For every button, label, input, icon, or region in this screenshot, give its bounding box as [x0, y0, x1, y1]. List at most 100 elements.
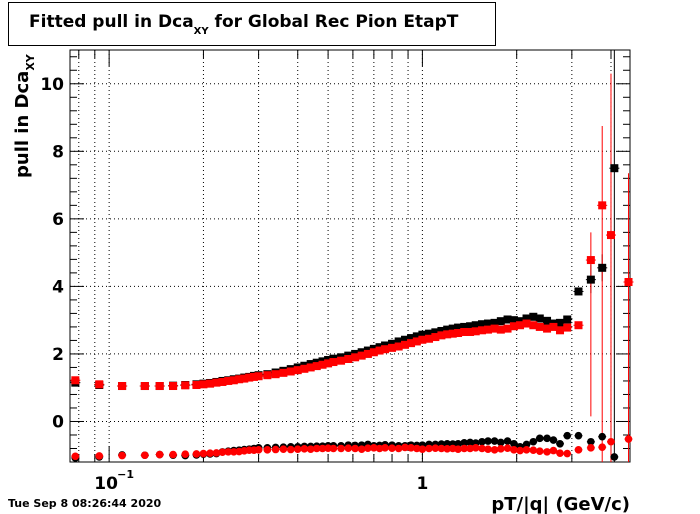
data-point-square — [418, 330, 427, 339]
chart-title: Fitted pull in DcaXY for Global Rec Pion… — [29, 12, 458, 37]
data-point-square — [235, 375, 244, 384]
data-point-circle — [454, 439, 462, 448]
data-point-circle — [394, 444, 403, 453]
data-point-square — [484, 325, 493, 334]
x-tick-label: 10 −1 — [94, 468, 134, 494]
data-point-square — [369, 348, 378, 357]
y-tick-label: 10 — [40, 75, 64, 95]
chart-title-suffix: for Global Rec Pion EtapT — [208, 12, 459, 32]
timestamp: Tue Sep 8 08:26:44 2020 — [8, 497, 162, 510]
data-point-circle — [478, 444, 486, 453]
data-point-square — [490, 318, 499, 327]
x-axis-label: pT/|q| (GeV/c) — [491, 494, 630, 514]
data-point-square — [400, 335, 409, 344]
data-point-square — [454, 328, 463, 337]
data-point-square — [503, 324, 512, 333]
data-point-circle — [490, 446, 499, 454]
data-point-circle — [535, 447, 544, 455]
data-point-square — [249, 372, 258, 381]
data-point-square — [586, 275, 595, 284]
data-point-circle — [306, 445, 315, 453]
data-point-square — [535, 322, 544, 331]
data-point-square — [466, 327, 475, 336]
data-point-circle — [556, 439, 564, 448]
data-point-square — [454, 323, 463, 332]
data-point-circle — [607, 437, 615, 446]
data-point-square — [199, 380, 208, 389]
data-point-circle — [300, 445, 309, 453]
data-point-circle — [181, 450, 190, 459]
data-point-circle — [364, 444, 372, 452]
data-point-square — [437, 326, 446, 335]
data-point-circle — [563, 449, 572, 458]
data-point-square — [324, 359, 333, 368]
data-point-circle — [413, 444, 421, 453]
data-point-square — [598, 201, 607, 210]
data-point-square — [169, 382, 178, 391]
data-point-circle — [443, 445, 451, 453]
data-point-square — [412, 337, 421, 346]
data-point-square — [535, 314, 544, 323]
data-point-square — [460, 322, 469, 331]
data-point-square — [478, 326, 487, 335]
data-point-square — [394, 337, 403, 346]
data-point-square — [240, 374, 249, 383]
data-point-square — [460, 327, 469, 336]
data-point-circle — [484, 437, 492, 445]
data-point-circle — [206, 449, 214, 458]
x-tick-label: 1 — [416, 474, 428, 494]
data-point-circle — [484, 445, 492, 453]
data-point-circle — [95, 452, 104, 460]
data-point-square — [300, 364, 309, 373]
data-point-square — [412, 332, 421, 341]
data-point-square — [503, 315, 512, 324]
data-point-circle — [286, 445, 295, 454]
data-point-square — [431, 328, 440, 337]
data-point-square — [206, 379, 215, 388]
data-point-square — [293, 366, 302, 375]
data-point-square — [212, 378, 221, 387]
data-point-square — [606, 231, 615, 240]
chart-title-subscript: XY — [193, 26, 209, 37]
data-point-square — [425, 334, 434, 343]
data-point-square — [306, 363, 315, 372]
data-point-circle — [199, 449, 208, 458]
data-point-circle — [224, 448, 233, 456]
data-point-square — [388, 343, 397, 352]
data-point-square — [344, 355, 353, 363]
data-point-square — [529, 312, 538, 321]
data-point-circle — [598, 432, 607, 441]
data-point-square — [388, 339, 397, 348]
data-point-circle — [460, 438, 469, 447]
data-point-circle — [503, 444, 512, 452]
data-point-circle — [437, 444, 446, 453]
data-point-circle — [497, 438, 505, 447]
data-point-square — [312, 362, 321, 371]
data-point-square — [218, 377, 227, 386]
data-point-circle — [574, 431, 583, 440]
data-point-circle — [425, 444, 433, 453]
data-point-circle — [293, 445, 302, 453]
data-point-circle — [212, 449, 221, 457]
data-point-circle — [454, 445, 462, 453]
data-point-square — [563, 315, 572, 324]
data-point-circle — [610, 453, 619, 461]
data-point-circle — [271, 445, 280, 454]
data-point-square — [471, 327, 480, 336]
series-black — [70, 164, 620, 462]
data-point-square — [509, 322, 518, 331]
data-point-square — [318, 360, 327, 369]
data-point-square — [381, 345, 390, 354]
data-point-circle — [401, 443, 409, 452]
data-point-circle — [543, 434, 551, 443]
data-point-circle — [381, 444, 389, 452]
data-point-square — [471, 321, 480, 330]
y-tick-label: 8 — [52, 142, 64, 162]
data-point-square — [466, 322, 475, 331]
data-point-square — [437, 331, 446, 340]
data-point-circle — [563, 431, 572, 440]
data-point-circle — [155, 450, 164, 459]
data-point-square — [522, 319, 531, 328]
data-point-square — [245, 373, 254, 382]
